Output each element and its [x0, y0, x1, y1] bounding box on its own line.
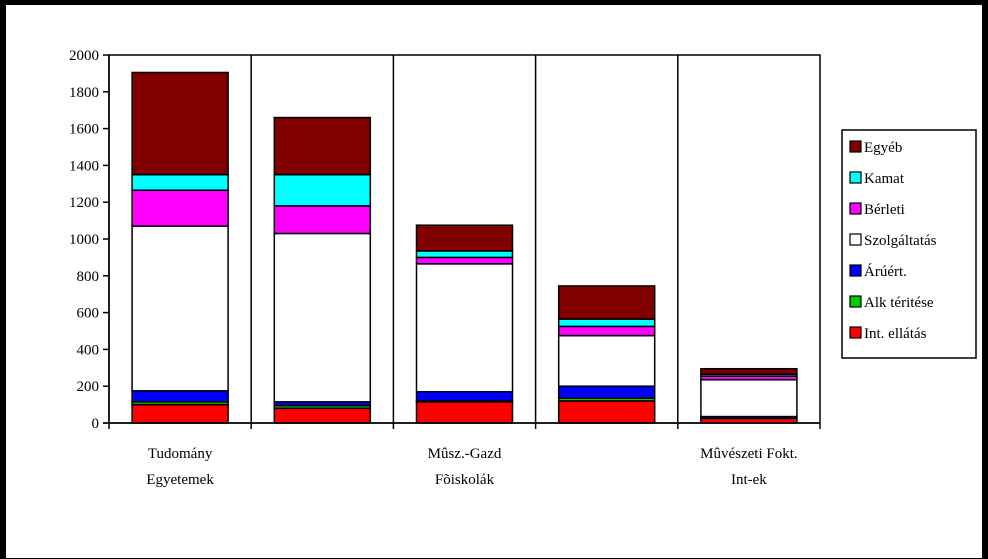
x-tick-label: Int-ek	[731, 472, 767, 488]
y-tick-label: 400	[77, 342, 100, 358]
legend-swatch	[849, 233, 862, 246]
bar-segment	[131, 71, 229, 176]
legend-label: Szolgáltatás	[864, 233, 937, 249]
legend-label: Kamat	[864, 171, 905, 187]
x-tick-label: Fõiskolák	[435, 472, 495, 488]
legend-label: Alk téritése	[864, 295, 934, 311]
bars	[131, 71, 798, 424]
x-tick-label: Mûsz.-Gazd	[428, 446, 502, 462]
bar-segment	[415, 401, 514, 424]
bar-segment	[415, 263, 514, 393]
y-tick-label: 200	[77, 379, 100, 395]
bar-segment	[273, 116, 372, 176]
y-tick-label: 1200	[69, 195, 99, 211]
y-tick-label: 2000	[69, 48, 99, 64]
bar-segment	[415, 250, 514, 259]
legend-swatch	[849, 171, 862, 184]
bar-segment	[131, 403, 229, 424]
bar-segment	[273, 205, 372, 235]
bar-segment	[415, 256, 514, 265]
legend-box	[841, 129, 977, 359]
x-axis-labels: Tudomány Egyetemek Mûsz.-Gazd Fõiskolák Mûvé…	[146, 446, 797, 488]
bar-segment	[415, 224, 514, 252]
bar-segment	[273, 407, 372, 424]
y-tick-label: 1000	[69, 232, 99, 248]
bar-segment	[273, 232, 372, 403]
legend-swatch	[849, 202, 862, 215]
y-axis-ticks: 0 200 400 600 800 1000 1200 1400 1600 1800 2000	[69, 48, 109, 432]
legend-label: Int. ellátás	[864, 326, 927, 342]
y-tick-label: 0	[92, 416, 100, 432]
x-tick-label: Tudomány	[148, 446, 213, 462]
bar-segment	[557, 318, 656, 328]
legend-swatch	[849, 140, 862, 153]
y-tick-label: 1400	[69, 158, 99, 174]
bar-segment	[557, 385, 656, 399]
bar-segment	[700, 379, 798, 418]
bar-segment	[131, 390, 229, 403]
legend: Egyéb Kamat Bérleti Szolgáltatás Árúért. Alk …	[841, 129, 977, 359]
legend-label: Egyéb	[864, 140, 902, 156]
legend-swatch	[849, 326, 862, 339]
x-tick-label: Mûvészeti Fokt.	[700, 446, 798, 462]
bar-segment	[700, 367, 798, 375]
y-tick-label: 1600	[69, 122, 99, 138]
bar-segment	[557, 334, 656, 387]
legend-label: Árúért.	[864, 263, 907, 280]
y-tick-label: 600	[77, 306, 100, 322]
bar-segment	[131, 225, 229, 392]
legend-swatch	[849, 264, 862, 277]
bar-segment	[557, 325, 656, 337]
legend-label: Bérleti	[864, 202, 905, 218]
bar-segment	[131, 173, 229, 191]
legend-swatch	[849, 295, 862, 308]
x-tick-label: Egyetemek	[146, 472, 214, 488]
y-tick-label: 1800	[69, 85, 99, 101]
bar-segment	[557, 400, 656, 424]
bar-segment	[557, 285, 656, 320]
bar-segment	[415, 390, 514, 402]
bar-segment	[131, 189, 229, 227]
y-tick-label: 800	[77, 269, 100, 285]
bar-segment	[273, 173, 372, 207]
